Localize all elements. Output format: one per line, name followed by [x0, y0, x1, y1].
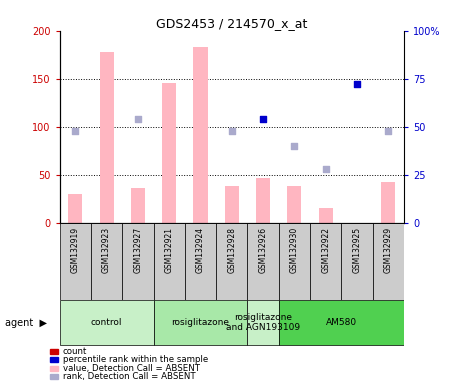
Point: [322, 166, 330, 172]
Bar: [154, 300, 247, 345]
Bar: [122, 223, 154, 300]
Text: rank, Detection Call = ABSENT: rank, Detection Call = ABSENT: [63, 372, 196, 381]
Bar: [247, 223, 279, 300]
Text: GSM132921: GSM132921: [165, 227, 174, 273]
Bar: [216, 223, 247, 300]
Text: GSM132925: GSM132925: [353, 227, 362, 273]
Text: value, Detection Call = ABSENT: value, Detection Call = ABSENT: [63, 364, 200, 373]
Bar: [287, 186, 302, 223]
Bar: [185, 223, 216, 300]
Text: GSM132928: GSM132928: [227, 227, 236, 273]
Bar: [162, 83, 176, 223]
Text: GSM132924: GSM132924: [196, 227, 205, 273]
Bar: [100, 52, 114, 223]
Point: [72, 127, 79, 134]
Bar: [60, 223, 91, 300]
Point: [291, 143, 298, 149]
Point: [134, 116, 141, 122]
Bar: [131, 188, 145, 223]
Text: GSM132927: GSM132927: [134, 227, 142, 273]
Text: agent  ▶: agent ▶: [5, 318, 47, 328]
Text: GSM132930: GSM132930: [290, 227, 299, 273]
Text: percentile rank within the sample: percentile rank within the sample: [63, 355, 208, 364]
Text: GSM132923: GSM132923: [102, 227, 111, 273]
Bar: [279, 300, 404, 345]
Text: AM580: AM580: [326, 318, 357, 327]
Text: control: control: [91, 318, 123, 327]
Title: GDS2453 / 214570_x_at: GDS2453 / 214570_x_at: [156, 17, 308, 30]
Point: [166, 18, 173, 24]
Text: rosiglitazone
and AGN193109: rosiglitazone and AGN193109: [226, 313, 300, 332]
Bar: [279, 223, 310, 300]
Point: [259, 116, 267, 122]
Bar: [193, 47, 207, 223]
Bar: [68, 194, 82, 223]
Bar: [247, 300, 279, 345]
Bar: [225, 186, 239, 223]
Bar: [319, 208, 333, 223]
Text: GSM132919: GSM132919: [71, 227, 80, 273]
Bar: [91, 223, 122, 300]
Text: count: count: [63, 347, 87, 356]
Point: [197, 16, 204, 22]
Bar: [373, 223, 404, 300]
Text: rosiglitazone: rosiglitazone: [172, 318, 230, 327]
Point: [385, 127, 392, 134]
Bar: [256, 178, 270, 223]
Point: [353, 81, 361, 88]
Text: GSM132922: GSM132922: [321, 227, 330, 273]
Bar: [310, 223, 341, 300]
Text: GSM132926: GSM132926: [258, 227, 268, 273]
Point: [103, 12, 110, 18]
Bar: [341, 223, 373, 300]
Bar: [154, 223, 185, 300]
Point: [228, 127, 235, 134]
Bar: [60, 300, 154, 345]
Text: GSM132929: GSM132929: [384, 227, 393, 273]
Bar: [381, 182, 395, 223]
